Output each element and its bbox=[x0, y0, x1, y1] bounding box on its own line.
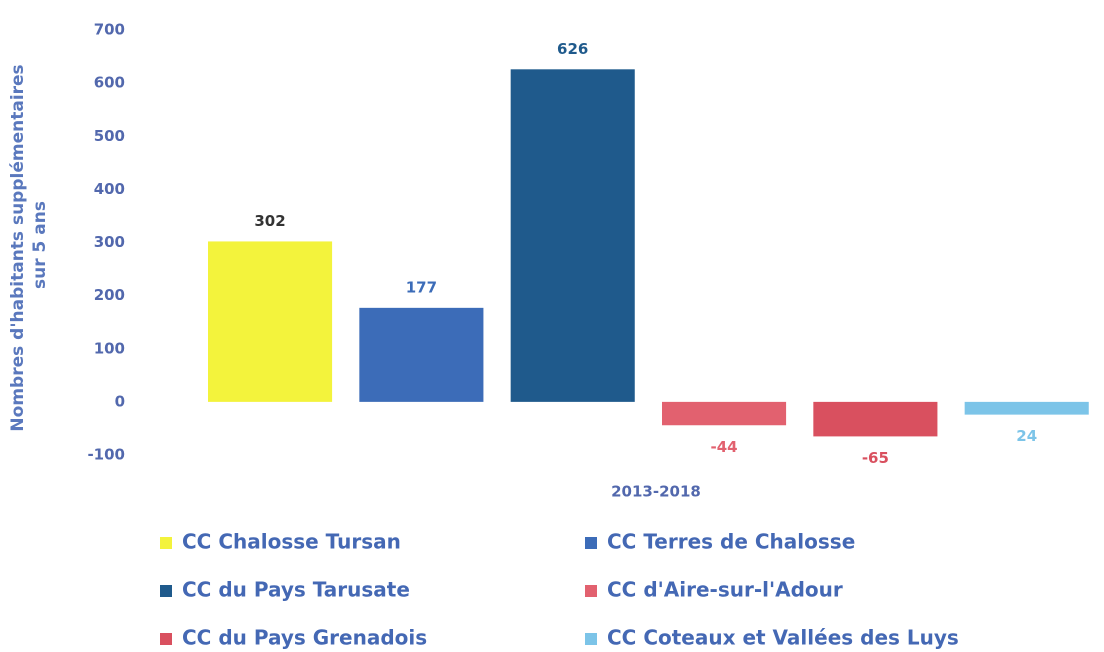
y-tick-label: 500 bbox=[94, 127, 125, 145]
x-tick-label: 2013-2018 bbox=[611, 483, 701, 501]
y-axis-title: Nombres d'habitants supplémentaires sur … bbox=[8, 58, 50, 431]
bar bbox=[964, 401, 1089, 415]
legend-swatch bbox=[160, 585, 172, 597]
bar bbox=[510, 69, 635, 402]
value-label: 302 bbox=[254, 212, 285, 230]
legend-label: CC Chalosse Tursan bbox=[182, 530, 401, 554]
legend-swatch bbox=[585, 633, 597, 645]
legend-swatch bbox=[585, 585, 597, 597]
y-tick-label: 700 bbox=[94, 21, 125, 39]
value-label: 177 bbox=[406, 278, 437, 296]
y-tick-label: 300 bbox=[94, 233, 125, 251]
bar bbox=[662, 401, 787, 426]
bar bbox=[359, 307, 484, 402]
y-tick-label: 600 bbox=[94, 74, 125, 92]
y-tick-label: 400 bbox=[94, 180, 125, 198]
legend-label: CC Terres de Chalosse bbox=[607, 530, 855, 554]
bar bbox=[208, 241, 333, 402]
legend-swatch bbox=[585, 537, 597, 549]
legend-label: CC d'Aire-sur-l'Adour bbox=[607, 578, 843, 602]
y-tick-label: 100 bbox=[94, 339, 125, 357]
y-axis-title-line: sur 5 ans bbox=[30, 201, 50, 289]
value-label: 626 bbox=[557, 40, 588, 58]
y-tick-label: -100 bbox=[87, 446, 125, 464]
value-label: -65 bbox=[862, 449, 889, 467]
legend-label: CC Coteaux et Vallées des Luys bbox=[607, 626, 959, 650]
value-label: 24 bbox=[1016, 427, 1037, 445]
legend-label: CC du Pays Grenadois bbox=[182, 626, 427, 650]
y-tick-label: 0 bbox=[115, 392, 125, 410]
y-tick-label: 200 bbox=[94, 286, 125, 304]
y-axis-title-line: Nombres d'habitants supplémentaires bbox=[8, 64, 28, 431]
value-label: -44 bbox=[710, 438, 737, 456]
legend-label: CC du Pays Tarusate bbox=[182, 578, 410, 602]
bar bbox=[813, 401, 938, 437]
legend-swatch bbox=[160, 537, 172, 549]
legend-swatch bbox=[160, 633, 172, 645]
